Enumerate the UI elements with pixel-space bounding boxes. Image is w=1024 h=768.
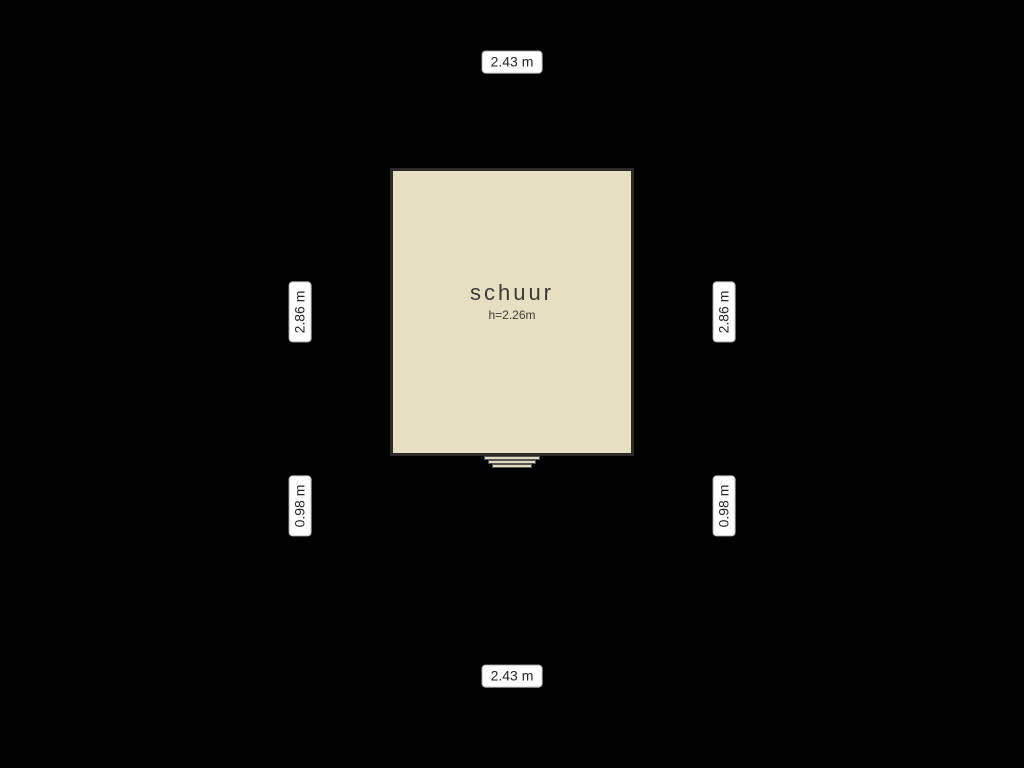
room-height-text: h=2.26m	[393, 308, 631, 322]
dimension-label: 2.43 m	[482, 51, 543, 74]
floorplan-canvas: schuur h=2.26m 2.43 m 2.43 m 2.86 m 2.86 m 0…	[0, 0, 1024, 768]
room-schuur: schuur h=2.26m	[390, 168, 634, 456]
dimension-label: 2.86 m	[289, 282, 312, 343]
dimension-label: 2.86 m	[713, 282, 736, 343]
door-step	[492, 464, 532, 468]
dimension-label: 0.98 m	[713, 476, 736, 537]
dimension-label: 2.43 m	[482, 665, 543, 688]
room-name: schuur	[393, 280, 631, 306]
dimension-label: 0.98 m	[289, 476, 312, 537]
room-label: schuur h=2.26m	[393, 280, 631, 322]
